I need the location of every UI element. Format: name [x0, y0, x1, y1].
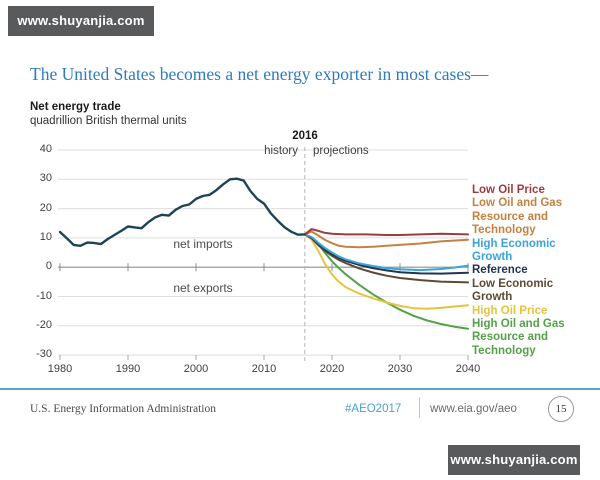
- x-axis-tick-label: 2000: [183, 363, 209, 375]
- legend-label: Technology: [472, 344, 536, 357]
- y-axis-tick-label: 0: [45, 260, 52, 273]
- net-imports-label: net imports: [173, 237, 233, 251]
- legend-label: Low Economic: [472, 277, 554, 290]
- y-axis-tick-label: -10: [36, 289, 52, 302]
- legend-label: High Oil Price: [472, 304, 548, 317]
- x-axis-tick-label: 1980: [47, 363, 73, 375]
- watermark-banner-top: www.shuyanjia.com: [8, 6, 154, 36]
- legend-label: Growth: [472, 291, 513, 304]
- series-line-history: [58, 177, 306, 248]
- chart-heading: Net energy trade: [30, 101, 121, 113]
- watermark-banner-bottom: www.shuyanjia.com: [448, 445, 580, 475]
- legend-label: Resource and: [472, 331, 549, 344]
- y-axis-tick-label: 40: [39, 143, 52, 155]
- legend-label: High Economic: [472, 237, 556, 250]
- footer-url: www.eia.gov/aeo: [430, 403, 517, 415]
- x-axis-tick-label: 2010: [251, 363, 277, 375]
- legend-label: High Oil and Gas: [472, 318, 565, 331]
- legend-label: Technology: [472, 224, 536, 237]
- x-axis-tick-label: 2030: [387, 363, 413, 375]
- series-line-high-oil-price: [303, 233, 469, 310]
- net-exports-label: net exports: [173, 281, 233, 295]
- chart-units-label: quadrillion British thermal units: [30, 115, 187, 127]
- chart-legend: Low Oil Price Low Oil and Gas Resource and…: [472, 184, 565, 358]
- divider-year-label: 2016: [292, 130, 318, 142]
- legend-label: Low Oil and Gas: [472, 197, 563, 210]
- footer-divider: [419, 397, 420, 418]
- legend-label: Low Oil Price: [472, 184, 545, 196]
- x-axis-tick-label: 2020: [319, 363, 345, 375]
- history-label: history: [264, 145, 298, 157]
- y-axis-tick-label: 30: [39, 172, 52, 185]
- y-axis-tick-label: -30: [36, 348, 52, 361]
- y-axis-tick-label: 20: [39, 201, 52, 214]
- x-axis-tick-label: 2040: [455, 363, 481, 375]
- legend-label: Reference: [472, 264, 528, 277]
- footer-rule: [0, 388, 600, 390]
- series-line-low-oil-and-gas-resource-and-technology: [303, 230, 469, 249]
- footer-org: U.S. Energy Information Administration: [30, 403, 217, 415]
- series-line-high-economic-growth: [303, 233, 469, 272]
- y-axis-tick-label: 10: [39, 230, 52, 243]
- footer-hashtag: #AEO2017: [345, 403, 402, 415]
- legend-label: Growth: [472, 251, 513, 264]
- projections-label: projections: [313, 145, 369, 157]
- page-title: The United States becomes a net energy e…: [30, 64, 489, 84]
- x-axis-tick-label: 1990: [115, 363, 141, 375]
- y-axis-tick-label: -20: [36, 318, 52, 331]
- legend-label: Resource and: [472, 210, 549, 223]
- page-number-badge: 15: [548, 396, 574, 422]
- series-line-low-oil-price: [303, 228, 469, 236]
